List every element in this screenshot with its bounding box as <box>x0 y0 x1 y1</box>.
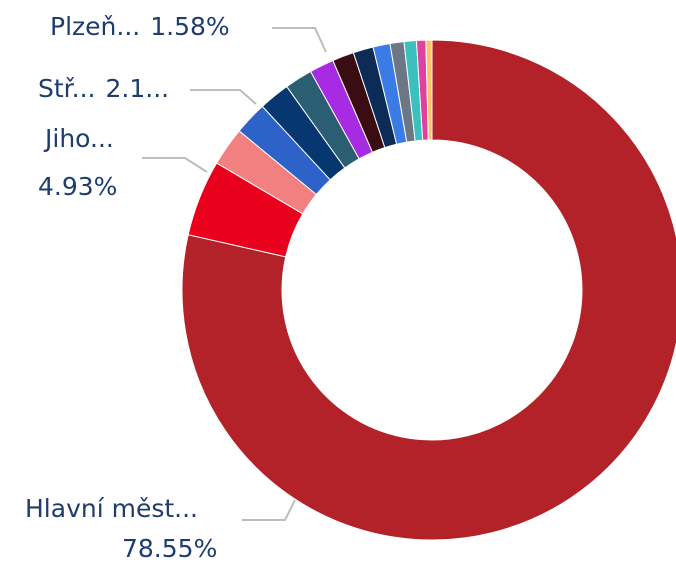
slice-label: Jiho... <box>43 124 114 153</box>
value-label: 78.55% <box>122 534 217 563</box>
donut <box>181 39 676 541</box>
slice-name: Stř... <box>38 74 96 103</box>
value-label: 4.93% <box>38 172 117 201</box>
slice-label: Plzeň... 1.58% <box>50 12 230 41</box>
leader-line <box>142 157 208 173</box>
value-label: 1.58% <box>150 12 229 41</box>
slice <box>425 39 433 141</box>
slice <box>181 39 676 541</box>
slice-label: Stř... 2.1... <box>38 74 169 103</box>
labels: Hlavní měst... 78.55% Jiho... 4.93% Stř... 2.… <box>25 12 327 563</box>
slice-name: Plzeň... <box>50 12 140 41</box>
leader-line <box>272 27 327 53</box>
slice-label: Hlavní měst... <box>25 494 198 523</box>
leader-line <box>190 89 257 105</box>
leader-line <box>242 499 296 521</box>
value-label: 2.1... <box>106 74 170 103</box>
